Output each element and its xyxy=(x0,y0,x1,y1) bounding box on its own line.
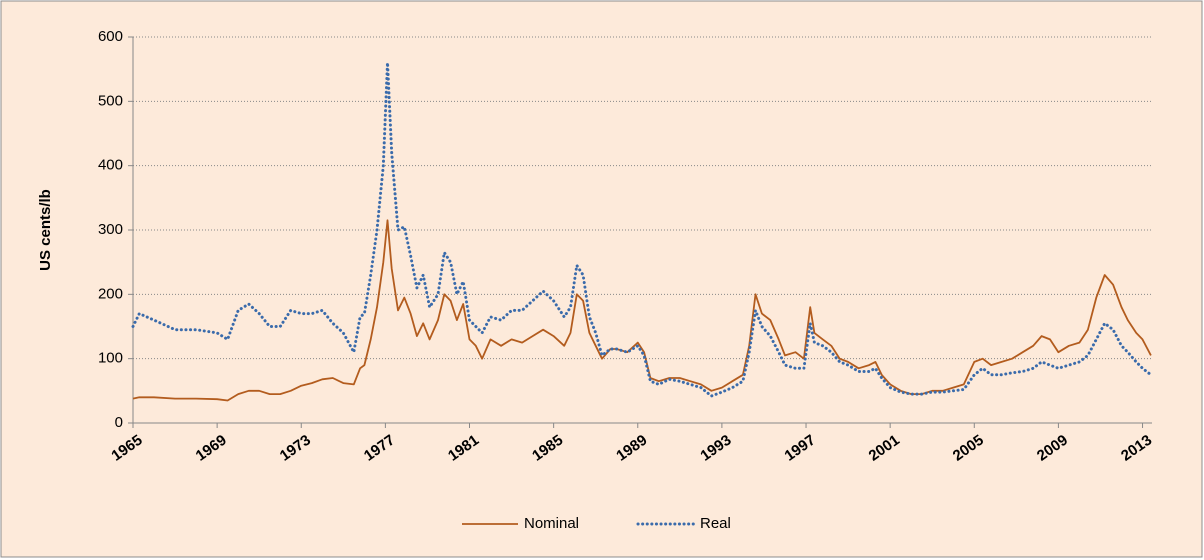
y-tick-label: 100 xyxy=(98,350,123,367)
legend-label: Real xyxy=(700,515,731,532)
series-line xyxy=(132,219,1152,402)
y-tick-label: 600 xyxy=(98,28,123,45)
y-tick-label: 300 xyxy=(98,221,123,238)
y-tick-label: 400 xyxy=(98,157,123,174)
y-tick-label: 200 xyxy=(98,285,123,302)
series-line xyxy=(131,61,1153,398)
y-axis-label: US cents/lb xyxy=(37,189,54,271)
y-tick-label: 500 xyxy=(98,92,123,109)
legend-label: Nominal xyxy=(524,515,579,532)
y-tick-label: 0 xyxy=(115,414,123,431)
